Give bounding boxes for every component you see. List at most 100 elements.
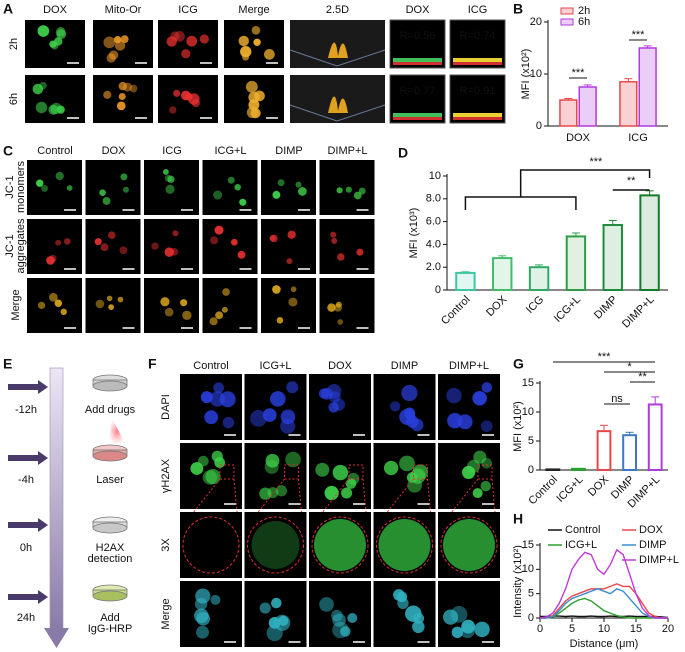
time-label: 24h [17, 612, 35, 624]
cell [120, 35, 129, 43]
y-tick-label: 15 [522, 377, 534, 389]
cell [328, 402, 339, 413]
cell [285, 451, 301, 468]
cell [49, 254, 57, 263]
cell [472, 488, 483, 499]
cell [213, 382, 224, 394]
zoom-box [413, 464, 428, 480]
cell [353, 191, 362, 200]
cell [200, 391, 213, 404]
row-label: Merge [10, 289, 22, 320]
y-tick-label: 5 [528, 588, 534, 600]
zoom-link [442, 478, 479, 524]
y-tick-label: 10 [522, 406, 534, 418]
zoom-circle [376, 516, 433, 574]
x-tick-label: 20 [662, 623, 674, 635]
column-header: Merge [238, 4, 269, 16]
cell [166, 36, 177, 47]
column-header: DOX [43, 4, 68, 16]
cell [263, 49, 275, 60]
micrograph [202, 278, 258, 333]
micrograph [261, 219, 316, 274]
legend-label: DOX [639, 524, 664, 536]
cell [35, 179, 44, 187]
cell [108, 231, 116, 239]
cell [356, 248, 364, 256]
bar [638, 47, 657, 127]
cell [461, 619, 476, 634]
cell [474, 621, 490, 638]
cell [186, 35, 198, 47]
cell [106, 295, 113, 302]
micrograph [180, 374, 242, 440]
panel-label: F [148, 356, 157, 372]
row-label: JC-1 [4, 234, 16, 257]
cell [318, 388, 330, 399]
cell [287, 230, 296, 239]
surface-plot [290, 75, 385, 123]
cell [35, 101, 48, 114]
x-tick-label: 5 [569, 623, 575, 635]
row-label: 3X [160, 538, 172, 552]
zoom-box [219, 464, 235, 480]
cell [336, 187, 343, 194]
scatter-band [453, 62, 502, 65]
cell [196, 625, 209, 639]
x-tick-label: 15 [630, 623, 642, 635]
column-header: ICG [162, 145, 182, 157]
y-tick-label: 15 [522, 539, 534, 551]
significance: *** [598, 351, 612, 363]
cell [473, 450, 487, 464]
cell [222, 288, 230, 296]
cell [160, 297, 170, 307]
significance: *** [632, 29, 646, 41]
micrograph [180, 512, 242, 578]
surface-plot [290, 20, 385, 68]
cell [290, 286, 297, 293]
cell [401, 384, 418, 402]
row-label: aggregates [15, 218, 27, 274]
row-label: 2h [8, 38, 20, 50]
cell [151, 242, 159, 250]
cell [286, 258, 293, 265]
column-header: DIMP+L [449, 360, 489, 372]
x-tick-label: Control [439, 294, 473, 328]
cell [340, 626, 351, 637]
bar [619, 81, 638, 127]
cell [116, 101, 126, 111]
micrograph [144, 278, 199, 333]
legend-label: 6h [578, 16, 590, 28]
cell [102, 196, 111, 205]
micrograph [202, 160, 258, 215]
cell [103, 36, 116, 49]
x-tick-label: DIMP [592, 294, 620, 322]
column-header: DIMP [275, 145, 303, 157]
cell [194, 608, 209, 623]
legend-swatch [560, 18, 574, 26]
cell [46, 256, 55, 265]
legend-label: 2h [578, 5, 590, 17]
panel-label: E [3, 356, 12, 372]
significance: * [627, 361, 632, 373]
cell [286, 381, 299, 394]
cell [265, 453, 280, 468]
cell [209, 317, 218, 326]
nucleus-zoom [314, 519, 366, 571]
y-tick-label: 2.0 [426, 261, 441, 273]
bar [622, 434, 638, 472]
cell [214, 225, 224, 235]
x-axis-label: Distance (μm) [570, 638, 639, 650]
cell [275, 485, 288, 497]
cell [48, 292, 58, 302]
cell [95, 299, 105, 309]
cell [399, 408, 416, 426]
cell [221, 306, 228, 313]
line-series [540, 583, 668, 619]
nucleus-zoom [443, 519, 495, 571]
cell [37, 301, 46, 310]
cell [295, 181, 302, 188]
cell [341, 487, 353, 499]
column-header: Mito-Or [105, 4, 142, 16]
cell [41, 184, 49, 192]
cell [267, 487, 279, 499]
